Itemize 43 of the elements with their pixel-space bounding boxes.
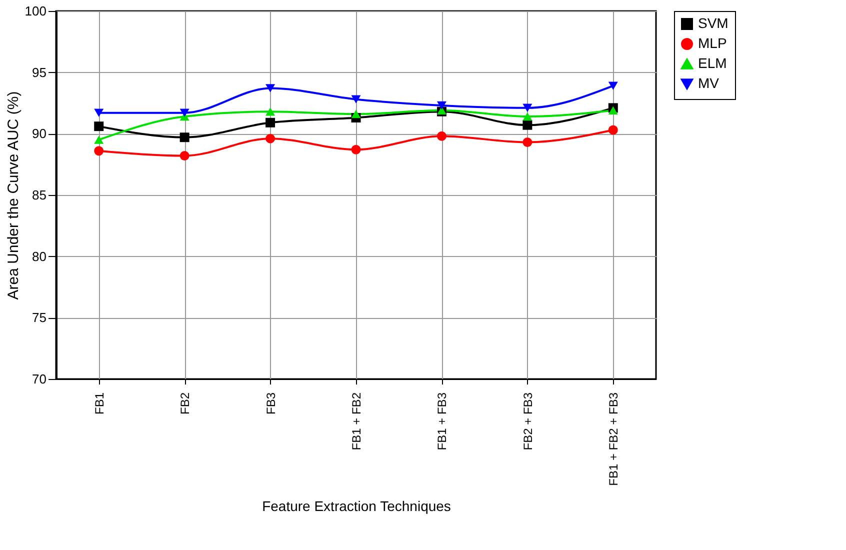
point [522, 112, 532, 121]
point [180, 108, 190, 117]
point [351, 95, 361, 104]
point [266, 134, 276, 144]
point [608, 82, 618, 90]
point [94, 108, 104, 117]
point [94, 136, 104, 144]
x-tick-label: FB3 [264, 392, 278, 415]
x-tick-label: FB1 + FB2 + FB3 [606, 392, 621, 486]
point [522, 120, 532, 130]
point [522, 138, 532, 147]
legend-label: SVM [698, 15, 728, 31]
y-tick-label: 80 [32, 248, 46, 264]
y-tick-label: 95 [32, 64, 46, 80]
x-tick-label: FB2 + FB3 [520, 392, 535, 450]
point [608, 106, 618, 114]
y-axis-title: Area Under the Curve AUC (%) [4, 91, 22, 300]
point [266, 118, 276, 128]
legend-label: ELM [698, 55, 727, 71]
y-tick-label: 90 [32, 126, 46, 142]
y-tick-label: 85 [32, 188, 46, 202]
x-tick-label: FB1 [92, 392, 106, 415]
point [94, 122, 104, 132]
point [608, 125, 618, 135]
x-tick-label: FB1 + FB2 [350, 392, 364, 450]
point [351, 144, 361, 154]
point [94, 146, 104, 156]
point [351, 110, 361, 118]
point [266, 107, 276, 116]
x-tick-label: FB1 + FB3 [435, 392, 450, 450]
point [436, 131, 446, 141]
legend-label: MV [698, 75, 720, 91]
point [522, 104, 532, 112]
point [180, 132, 190, 142]
y-tick-label: 75 [32, 310, 46, 326]
y-tick-label: 70 [32, 372, 46, 386]
point [266, 84, 276, 92]
x-axis-title: Feature Extraction Techniques [262, 498, 451, 514]
legend-label: MLP [698, 35, 727, 51]
point [180, 151, 190, 160]
point [436, 101, 446, 110]
y-tick-label: 100 [24, 4, 46, 18]
x-tick-label: FB2 [178, 392, 192, 415]
